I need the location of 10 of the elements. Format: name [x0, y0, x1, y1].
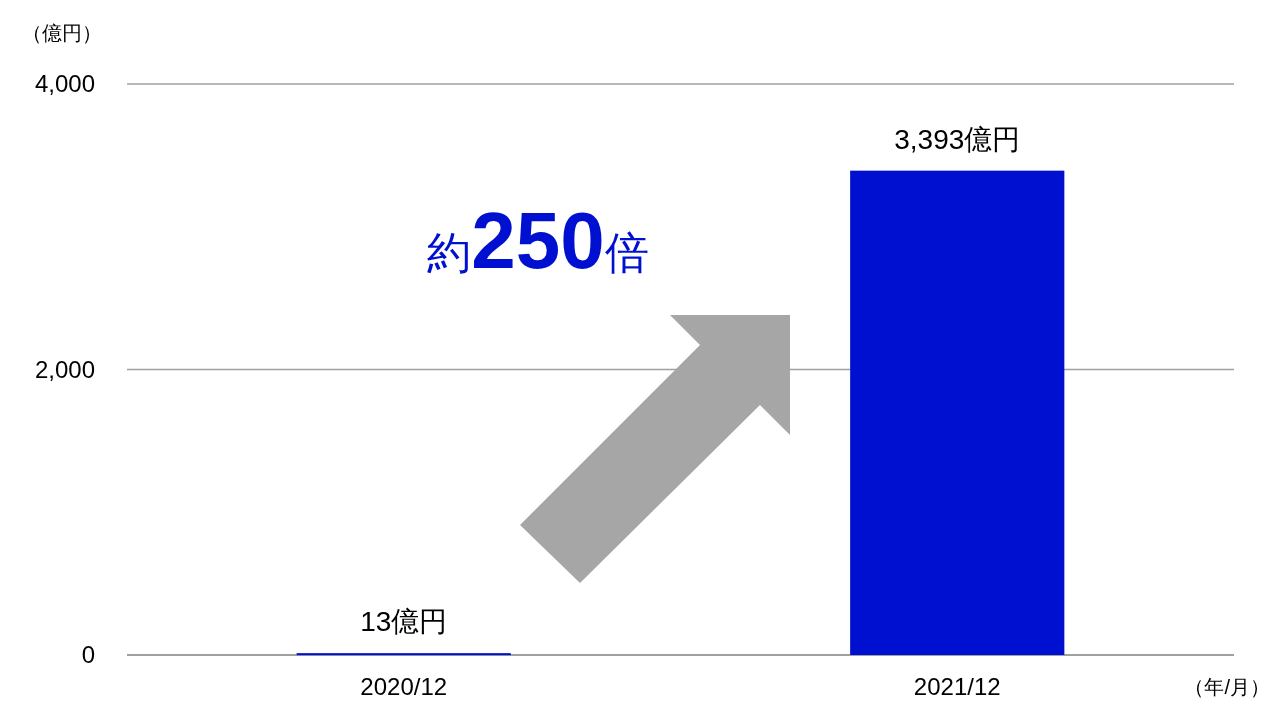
- y-tick-label: 4,000: [34, 70, 95, 98]
- y-axis-title: （億円）: [22, 22, 102, 44]
- x-tick-label: 2020/12: [360, 673, 448, 700]
- y-tick-label: 2,000: [34, 355, 95, 383]
- x-axis-title: （年/月）: [1184, 676, 1270, 698]
- data-label: 13億円: [360, 606, 448, 638]
- data-label: 3,393億円: [894, 123, 1021, 155]
- annotation: 約250倍: [427, 196, 649, 285]
- x-tick-label: 2021/12: [913, 673, 1001, 700]
- y-tick-label: 0: [81, 641, 95, 669]
